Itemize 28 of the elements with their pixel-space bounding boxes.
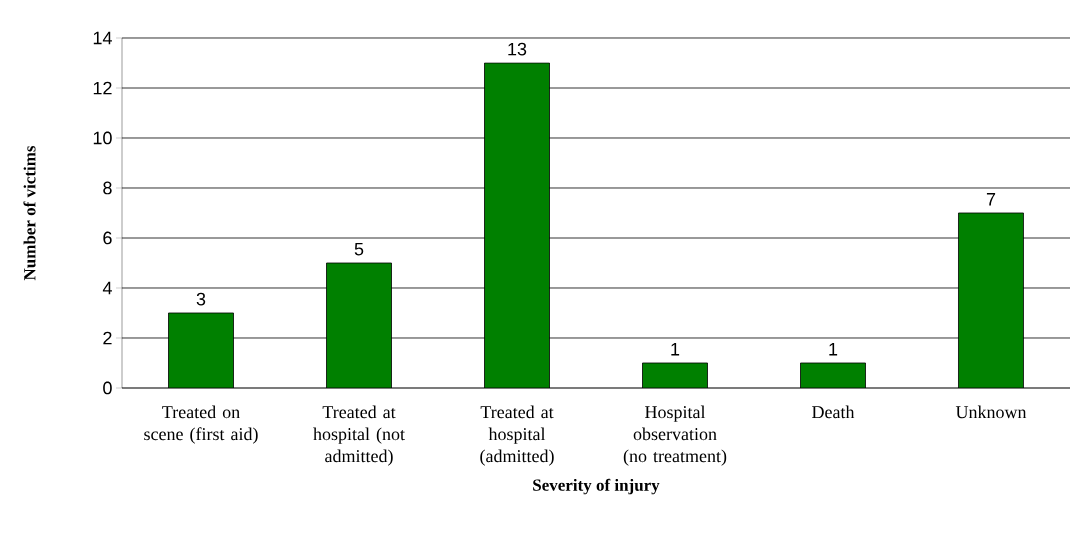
y-tick-label: 4 [102,281,112,295]
data-label: 1 [829,343,838,356]
x-tick-label: Hospital observation (no treatment) [623,405,727,466]
y-tick-label: 10 [93,131,112,145]
bar [484,62,550,388]
y-axis-title: Number of victims [23,145,36,281]
data-label: 7 [986,193,996,206]
data-label: 13 [508,42,527,56]
bar [958,212,1024,388]
data-label: 3 [196,292,206,306]
bar [642,362,708,388]
y-tick-label: 2 [103,331,112,345]
x-axis-title: Severity of injury [533,478,660,495]
x-tick-label: Treated at hospital (not admitted) [313,405,405,466]
y-tick-label: 12 [93,81,112,95]
data-label: 5 [354,242,364,256]
y-tick-label: 8 [103,181,112,195]
bar [168,312,234,388]
x-tick-label: Treated on scene (first aid) [144,405,258,444]
y-tick-label: 0 [103,381,112,395]
x-tick-label: Unknown [955,405,1027,419]
y-tick-label: 14 [93,31,112,45]
data-label: 1 [671,343,680,356]
x-tick-label: Treated at hospital (admitted) [480,405,554,466]
y-tick-label: 6 [103,231,112,245]
bar [800,362,866,388]
bar [326,262,392,388]
x-tick-label: Death [812,405,855,419]
